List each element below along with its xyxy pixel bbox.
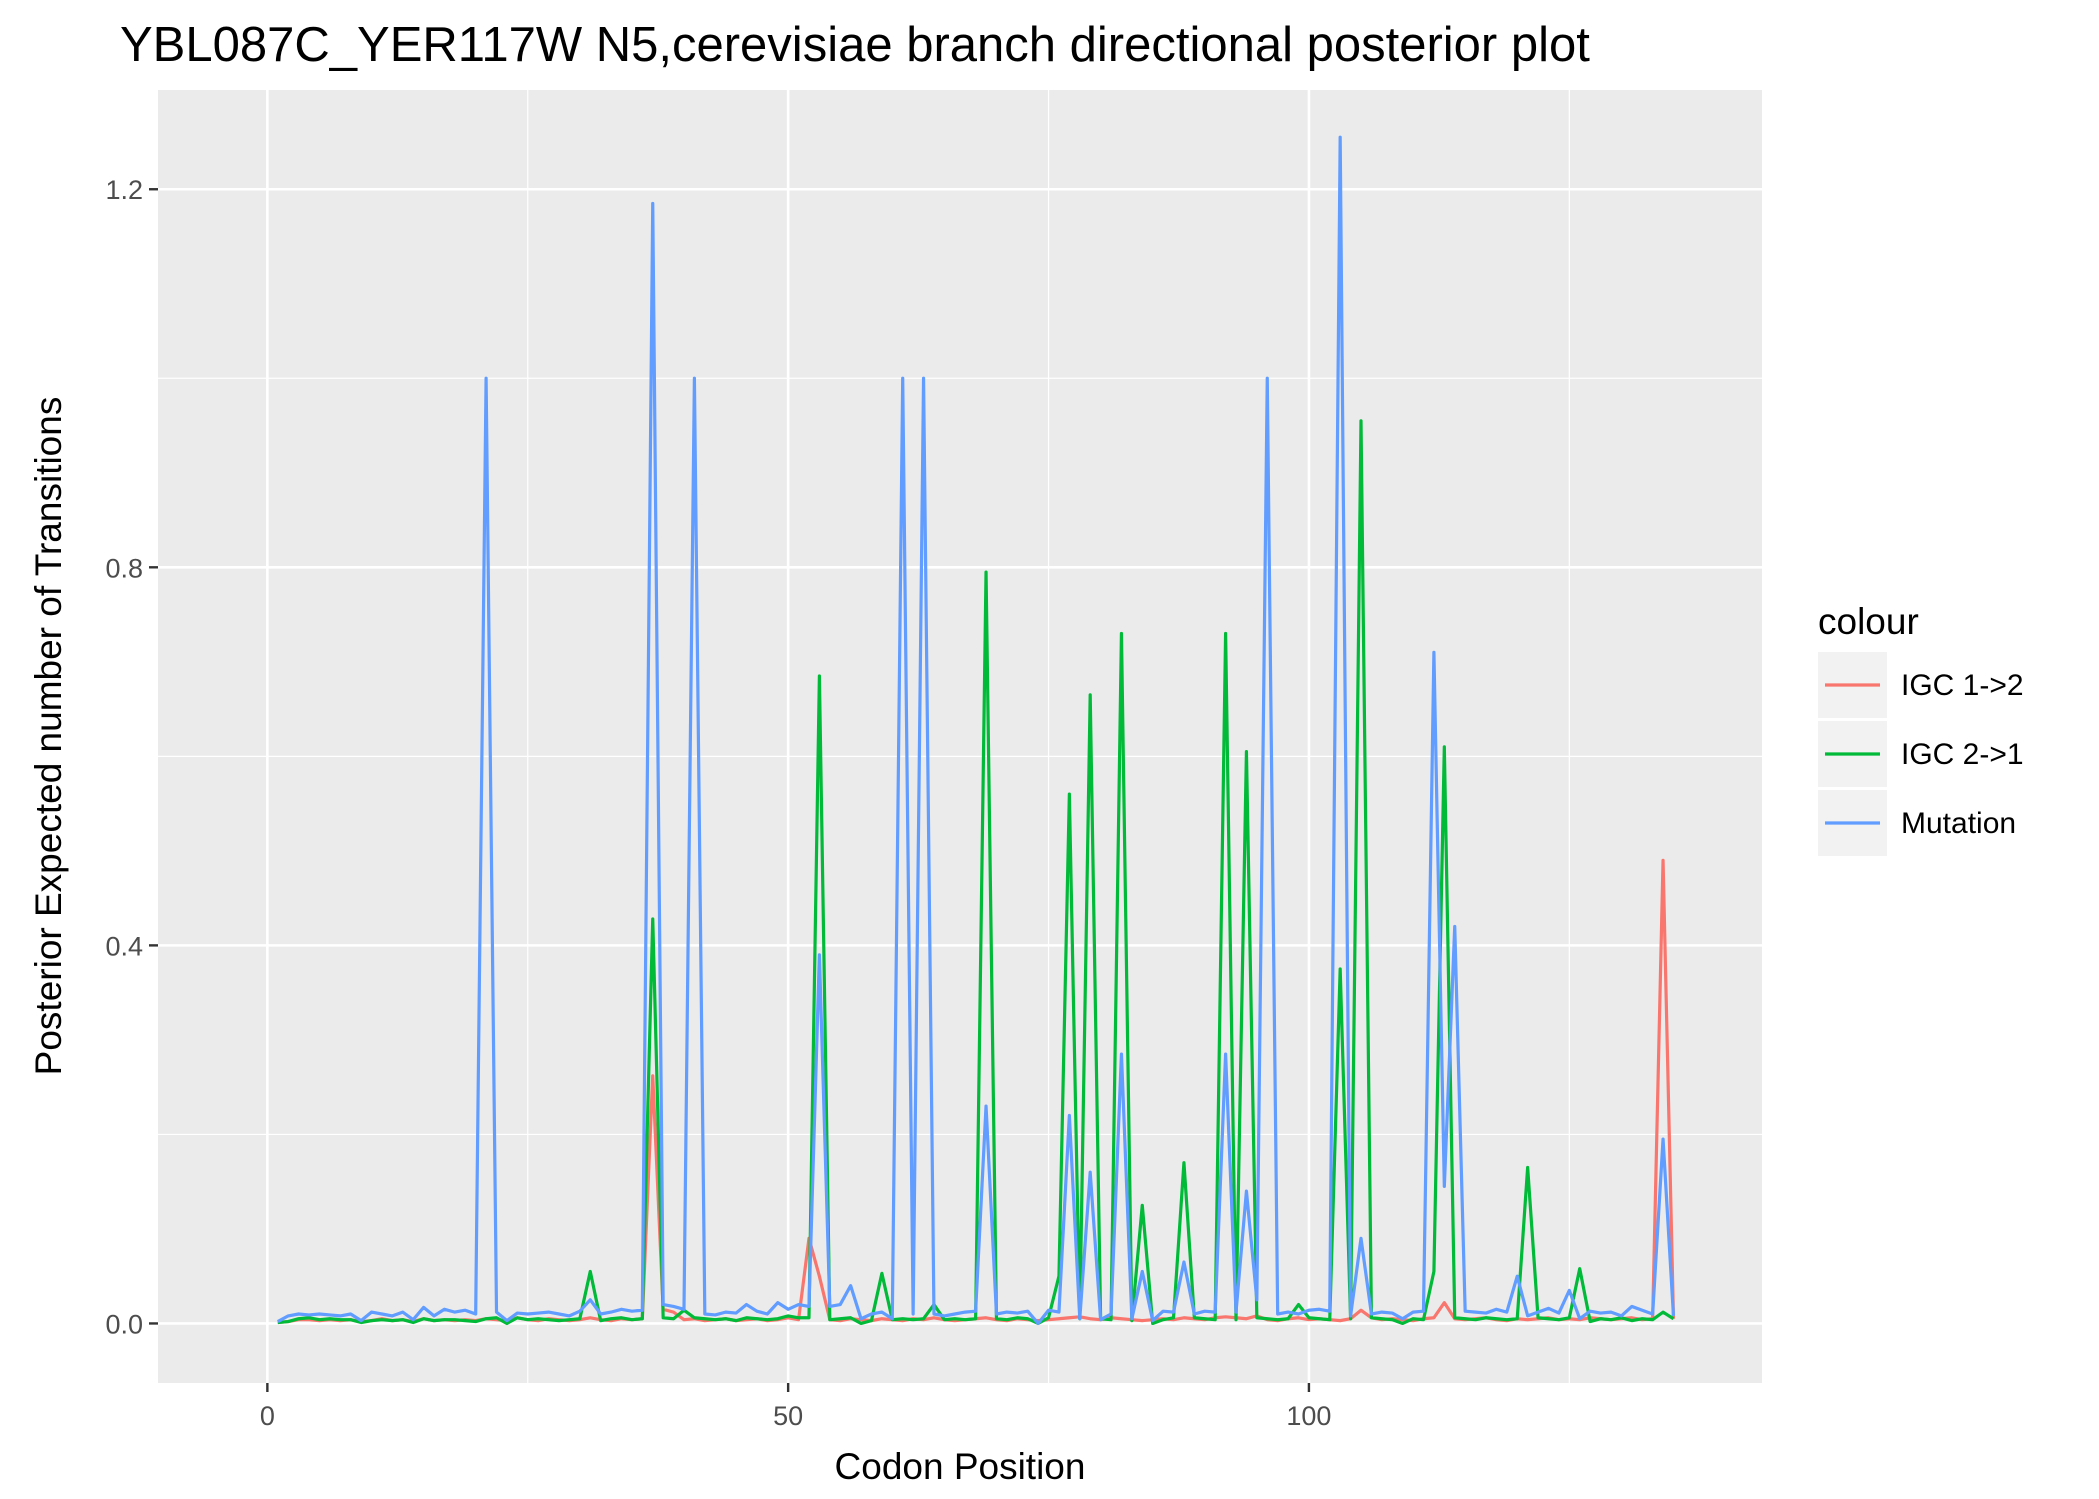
legend-label: IGC 1->2 (1901, 669, 2024, 702)
grid-minor (158, 90, 1762, 1383)
series-line-igc-2-1 (277, 419, 1675, 1326)
x-axis-title: Codon Position (835, 1446, 1086, 1487)
y-tick-label: 0.0 (105, 1309, 143, 1339)
series-layer (277, 135, 1676, 1326)
legend-title: colour (1818, 601, 1919, 642)
chart-title: YBL087C_YER117W N5,cerevisiae branch dir… (120, 18, 1590, 72)
legend-label: IGC 2->1 (1901, 738, 2024, 771)
grid-major (158, 90, 1762, 1383)
y-axis-title: Posterior Expected number of Transitions (28, 397, 69, 1076)
x-tick-label: 0 (260, 1401, 275, 1431)
x-axis: 0 50 100 (260, 1383, 1331, 1431)
legend-items: IGC 1->2 IGC 2->1 Mutation (1818, 652, 2024, 856)
legend-label: Mutation (1901, 807, 2016, 840)
y-tick-label: 1.2 (105, 175, 143, 205)
plot-panel (158, 90, 1762, 1383)
x-tick-label: 50 (773, 1401, 803, 1431)
y-axis: 0.0 0.4 0.8 1.2 (105, 175, 158, 1339)
series-line-mutation (277, 135, 1676, 1326)
y-tick-label: 0.4 (105, 931, 143, 961)
legend: colour IGC 1->2 IGC 2->1 Mutation (1818, 601, 2024, 856)
y-tick-label: 0.8 (105, 553, 143, 583)
x-tick-label: 100 (1286, 1401, 1331, 1431)
